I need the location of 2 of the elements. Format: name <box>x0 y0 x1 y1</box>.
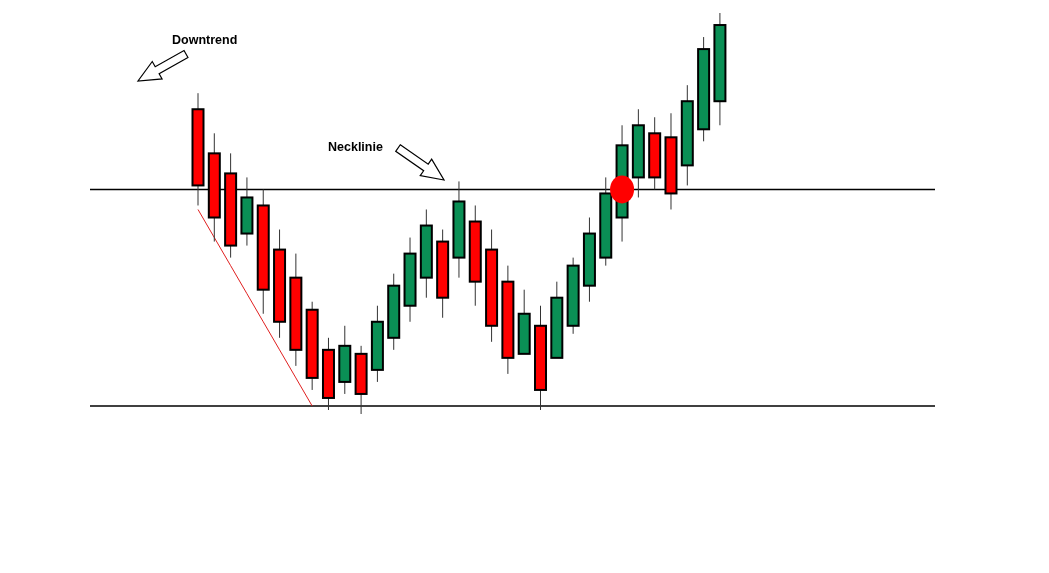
annotation: Necklinie <box>328 140 383 154</box>
annotation: Downtrend <box>172 33 238 47</box>
